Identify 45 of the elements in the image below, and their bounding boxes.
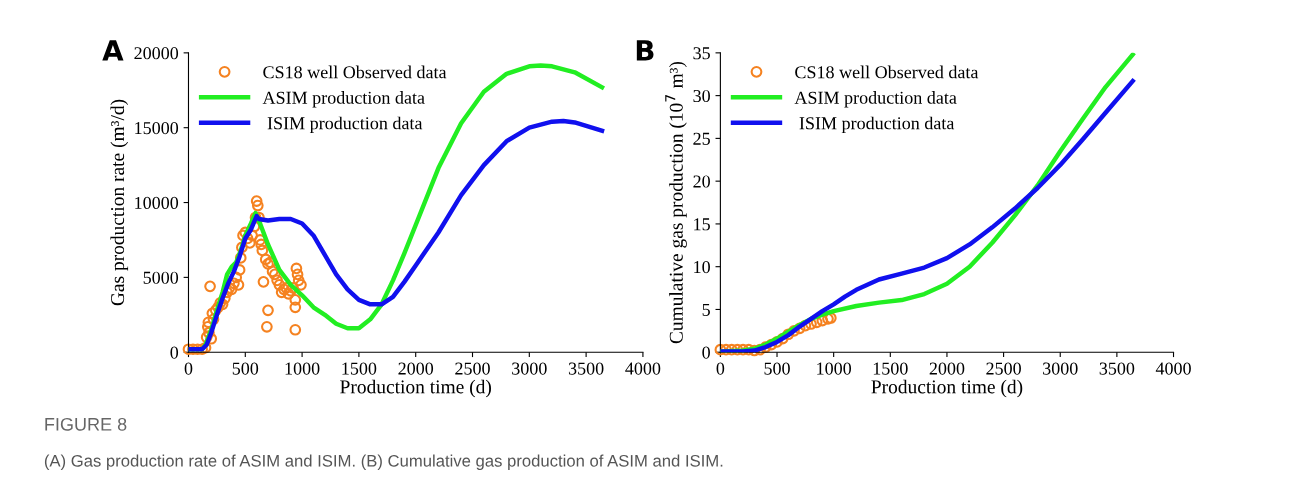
x-tick-label: 3500 [1099, 362, 1135, 375]
y-tick-label: 5000 [143, 271, 179, 284]
x-axis-title: Production time (d) [340, 379, 491, 398]
y-tick-label: 35 [693, 47, 710, 60]
x-tick-label: 3000 [512, 362, 547, 375]
x-tick-label: 1000 [285, 362, 320, 375]
x-tick-label: 1500 [342, 362, 377, 375]
legend-label: ISIM production data [267, 116, 423, 133]
x-tick-label: 4000 [1155, 362, 1191, 375]
y-axis-title: Gas production rate (m³/d) [110, 99, 129, 306]
y-tick-label: 10 [694, 260, 710, 274]
y-tick-label: 20000 [134, 47, 179, 60]
y-tick-label: 0 [702, 346, 710, 359]
caption: FIGURE 8 [45, 417, 127, 431]
x-axis-title: Production time (d) [871, 379, 1023, 398]
x-tick-label: 500 [232, 362, 259, 375]
x-tick-label: 2000 [929, 362, 965, 375]
y-axis-title: Cumulative gas production (10$^{7}$ m³) [665, 61, 687, 344]
y-tick-label: 25 [693, 132, 710, 145]
x-tick-label: 500 [764, 362, 790, 375]
x-tick-label: 4000 [625, 362, 661, 375]
chart-title: B [636, 40, 654, 61]
y-tick-label: 0 [170, 346, 179, 359]
y-tick-label: 20 [693, 175, 710, 188]
legend-label: ISIM production data [799, 116, 955, 133]
y-tick-label: 30 [693, 89, 710, 103]
x-tick-label: 1000 [817, 362, 852, 375]
x-tick-label: 2000 [398, 362, 434, 375]
x-tick-label: 3500 [568, 362, 604, 375]
x-tick-label: 1500 [873, 362, 908, 375]
legend-label: CS18 well Observed data [795, 65, 979, 79]
x-tick-label: 2500 [455, 362, 490, 375]
y-tick-label: 10000 [135, 196, 179, 209]
chart-title: A [102, 40, 124, 61]
y-tick-label: 15 [694, 218, 710, 231]
y-tick-label: 15000 [135, 121, 179, 135]
x-tick-label: 2500 [986, 362, 1021, 375]
x-tick-label: 0 [716, 362, 725, 375]
legend-label: CS18 well Observed data [263, 65, 447, 79]
x-tick-label: 0 [184, 362, 193, 375]
y-tick-label: 5 [702, 303, 710, 316]
legend-label: ASIM production data [262, 91, 425, 108]
text: (A) Gas production rate of ASIM and ISIM. (B) Cumulative gas production of ASIM and ISIM. [44, 454, 723, 471]
x-tick-label: 3000 [1043, 362, 1078, 375]
legend-label: ASIM production data [794, 91, 957, 108]
